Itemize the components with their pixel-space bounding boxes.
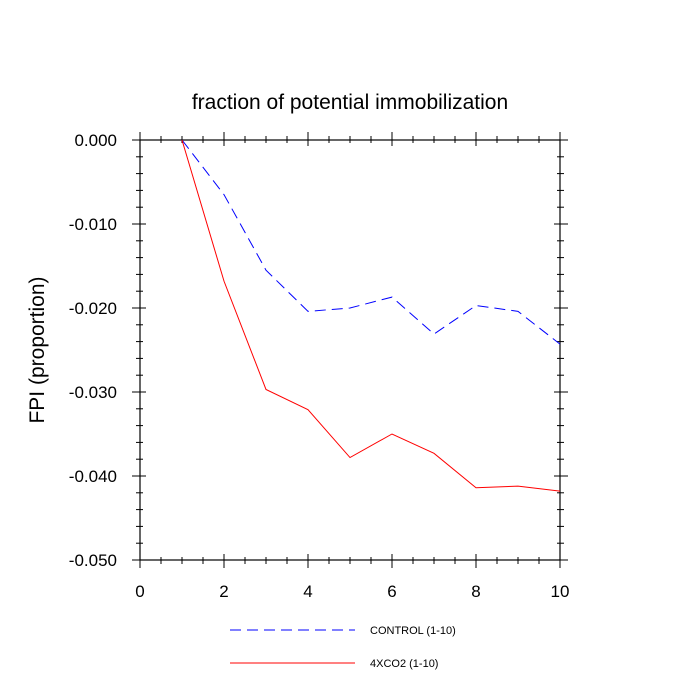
x-tick-label: 0 [135, 582, 144, 601]
series-lines [181, 139, 561, 492]
y-tick-label: -0.020 [69, 299, 117, 318]
y-axis-title: FPI (proportion) [26, 276, 49, 423]
x-tick-label: 6 [387, 582, 396, 601]
x-tick-label: 8 [471, 582, 480, 601]
legend-label: CONTROL (1-10) [370, 625, 456, 637]
series-line-4xco2-1-10 [181, 139, 561, 492]
axis-ticks [132, 132, 568, 568]
x-tick-label: 4 [303, 582, 312, 601]
y-tick-label: -0.040 [69, 467, 117, 486]
chart-title: fraction of potential immobilization [192, 91, 508, 114]
x-tick-label: 10 [551, 582, 570, 601]
legend-label: 4XCO2 (1-10) [370, 658, 438, 670]
plot-frame [139, 139, 561, 561]
y-tick-label: 0.000 [74, 131, 117, 150]
tick-labels: 0 2 4 6 8 10 0.000 -0.010 -0.020 -0.030 -0.040 -0.0… [69, 131, 570, 601]
y-tick-label: -0.030 [69, 383, 117, 402]
y-tick-label: -0.010 [69, 215, 117, 234]
x-tick-label: 2 [219, 582, 228, 601]
y-tick-label: -0.050 [69, 551, 117, 570]
legend: CONTROL (1-10) 4XCO2 (1-10) [230, 625, 456, 670]
series-line-control-1-10 [181, 139, 561, 345]
